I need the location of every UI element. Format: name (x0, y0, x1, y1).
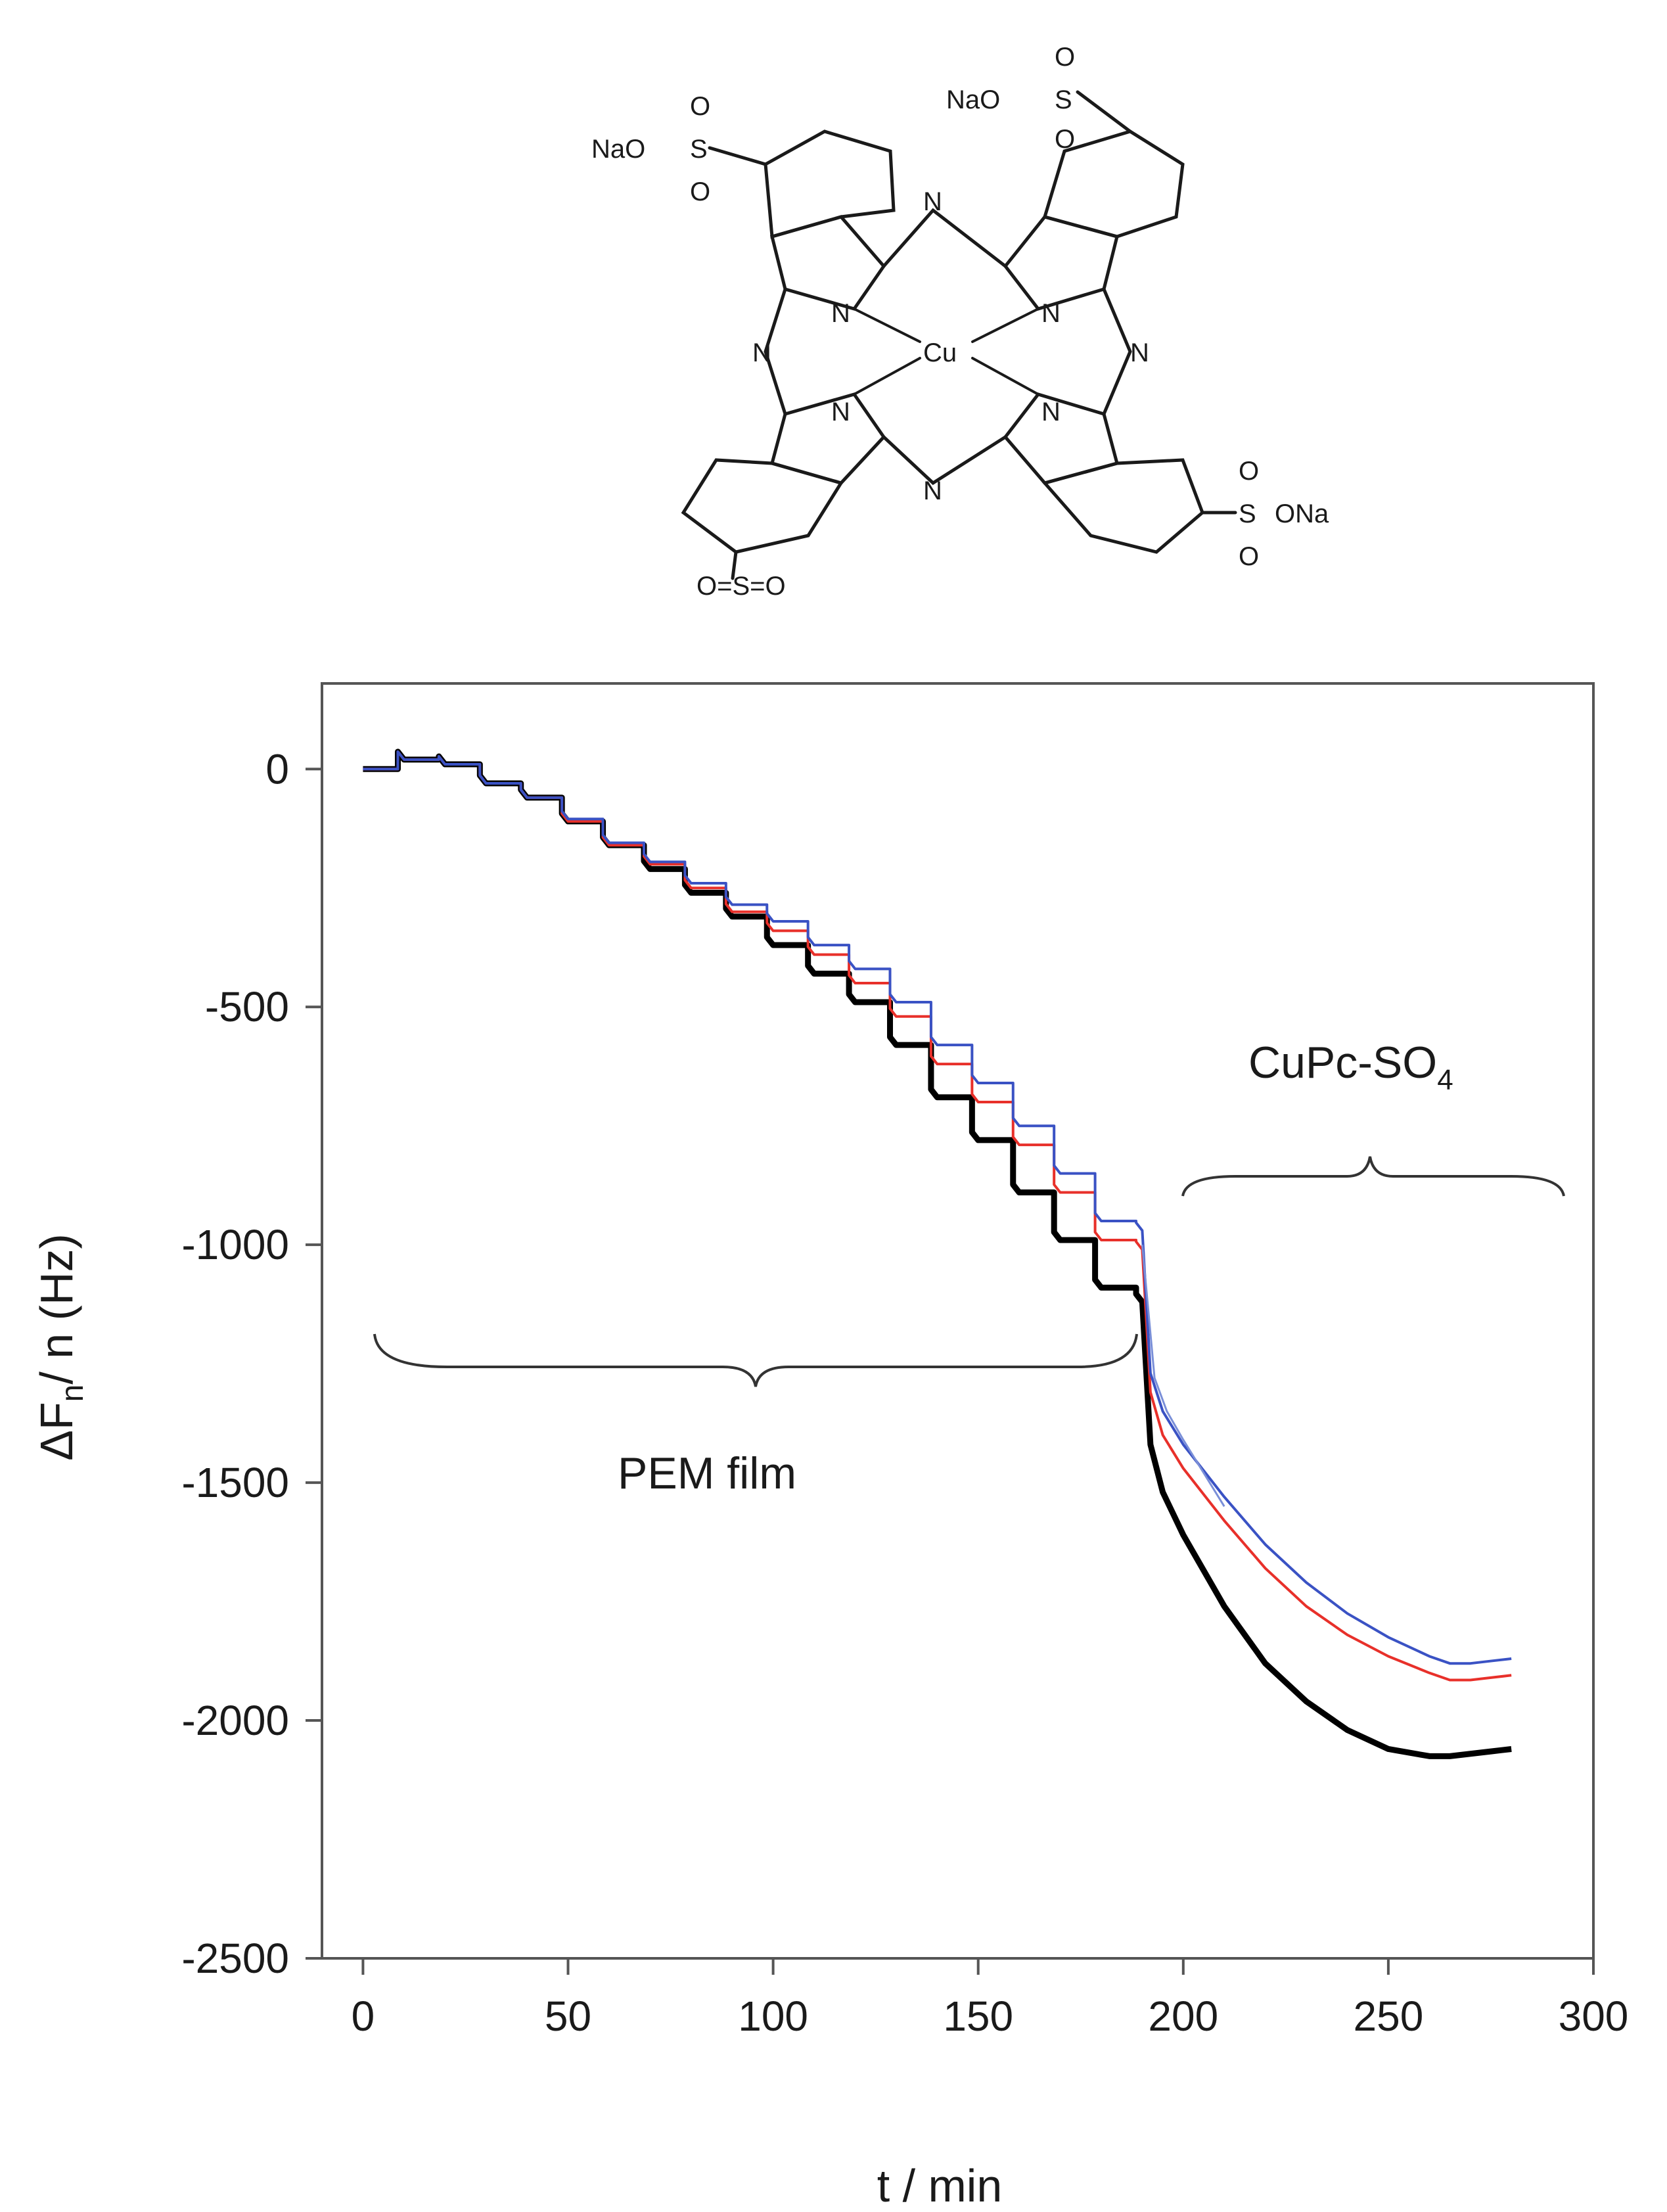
meso-bridge-bottom (882, 435, 1007, 486)
pem-film-label: PEM film (618, 1448, 796, 1498)
x-tick-label: 200 (1148, 1993, 1218, 2040)
molecule-atom-labels: NaO S O O NaO S O O N N N N Cu N N N N S… (591, 43, 1329, 601)
n-label-top: N (923, 187, 942, 216)
o-label-right-top-b: O (1055, 125, 1075, 154)
o-label-right-top-a: O (1055, 43, 1075, 72)
qcm-frequency-chart: 0 50 100 150 200 250 300 0 -500 -1000 -1500 -2000 -… (31, 682, 1629, 2211)
nao-label-right-top: NaO (946, 85, 1000, 114)
y-tick-label: -1000 (181, 1221, 289, 1268)
pyrrole-ring-lower-left (769, 392, 886, 485)
x-tick-label: 250 (1354, 1993, 1424, 2040)
y-axis-ticks: 0 -500 -1000 -1500 -2000 -2500 (181, 745, 322, 1982)
x-tick-label: 0 (352, 1993, 375, 2040)
series-layer (363, 749, 1512, 1759)
cu-n-bonds (853, 308, 1039, 396)
o-label-left-top: O (690, 92, 710, 121)
cu-label: Cu (923, 338, 957, 367)
series-line (363, 750, 1512, 1665)
meso-bridge-top (882, 208, 1007, 268)
x-tick-label: 150 (943, 1993, 1013, 2040)
y-axis-label-subscript: n (55, 1385, 90, 1402)
pyrrole-ring-lower-right (1003, 392, 1120, 485)
y-tick-label: 0 (265, 745, 289, 793)
y-axis-label-rest: / n (Hz) (31, 1233, 82, 1384)
cupc-brace (1181, 1156, 1565, 1197)
benzo-ring-lower-right (1041, 458, 1204, 554)
x-axis-label: t / min (877, 2160, 1003, 2211)
series-line (1141, 1245, 1225, 1508)
n-label-bottom: N (923, 476, 942, 505)
s-label-lower-right: S (1239, 499, 1256, 528)
nao-label-left: NaO (591, 135, 645, 164)
y-tick-label: -500 (205, 983, 289, 1030)
sulfonate-bond-lower-left (731, 550, 738, 580)
meso-bridge-left (764, 287, 787, 416)
benzo-ring-upper-left (764, 129, 896, 239)
series-line (363, 749, 1512, 1759)
y-tick-label: -1500 (181, 1459, 289, 1506)
y-axis-label-delta: ΔF (31, 1402, 82, 1461)
pem-film-brace (373, 1333, 1138, 1387)
x-axis-ticks: 0 50 100 150 200 250 300 (352, 1958, 1629, 2040)
sulfonate-bond-upper-left (708, 146, 767, 166)
cupc-so4-label-subscript: 4 (1437, 1064, 1453, 1096)
y-tick-label: -2500 (181, 1935, 289, 1982)
n-label-lower-right: N (1041, 398, 1061, 426)
s-label-right-top: S (1055, 85, 1072, 114)
plot-frame (321, 682, 1595, 1960)
cupc-so4-label: CuPc-SO4 (1248, 1038, 1453, 1096)
o-label-lower-right-bottom: O (1239, 542, 1259, 571)
n-label-left: N (831, 299, 850, 328)
x-tick-label: 50 (545, 1993, 591, 2040)
bottom-sulfonyl-label: O=S=O (696, 572, 786, 601)
o-label-left-bottom: O (690, 177, 710, 206)
benzo-ring-upper-right (1042, 129, 1185, 239)
n-label-right: N (1041, 299, 1061, 328)
x-tick-label: 300 (1559, 1993, 1629, 2040)
benzo-ring-lower-left (681, 458, 844, 554)
cupc-so4-label-base: CuPc-SO (1248, 1038, 1437, 1088)
y-tick-label: -2000 (181, 1697, 289, 1744)
meso-bridge-right (1102, 287, 1132, 416)
n-label-meso-left: N (752, 338, 771, 367)
y-axis-label: ΔFn/ n (Hz) (31, 1233, 90, 1461)
sulfonate-bond-upper-right (1076, 90, 1132, 133)
cupc-molecule-structure (681, 90, 1237, 580)
n-label-meso-right: N (1130, 338, 1149, 367)
o-label-lower-right-top: O (1239, 457, 1259, 486)
series-line (363, 750, 1512, 1682)
n-label-lower-left: N (831, 398, 850, 426)
s-label-left: S (690, 135, 708, 164)
x-tick-label: 100 (738, 1993, 808, 2040)
ona-label-lower-right: ONa (1275, 499, 1329, 528)
